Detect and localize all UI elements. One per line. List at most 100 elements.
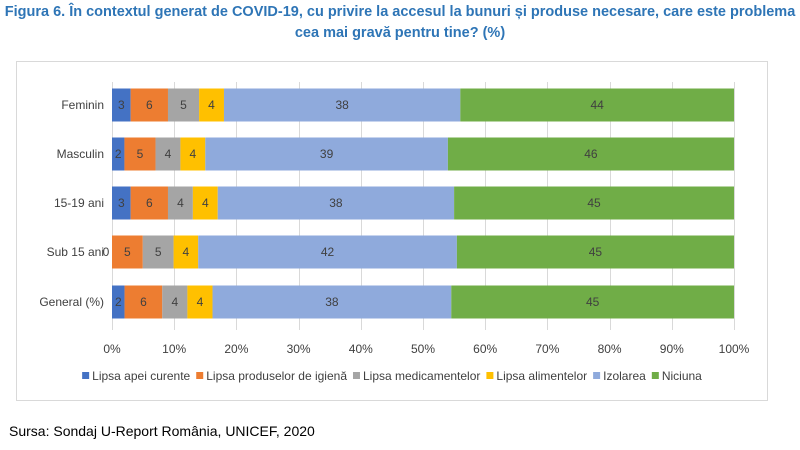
legend-label: Lipsa medicamentelor [363,369,480,383]
chart-title: Figura 6. În contextul generat de COVID-… [0,2,800,44]
x-tick-label: 30% [287,342,311,356]
data-label: 4 [202,196,209,210]
data-label: 45 [587,196,601,210]
bar-segment [112,88,131,122]
data-label: 3 [118,98,125,112]
data-label: 5 [137,147,144,161]
legend-swatch [593,372,601,379]
x-tick-label: 20% [224,342,248,356]
legend-label: Lipsa produselor de igienă [206,369,347,383]
data-label: 4 [177,196,184,210]
legend-label: Lipsa apei curente [92,369,190,383]
chart-title-line-1: Figura 6. În contextul generat de COVID-… [4,4,796,20]
data-label: 2 [115,295,122,309]
x-tick-label: 80% [598,342,622,356]
legend-item: Niciuna [651,369,702,383]
bar-segment [130,88,168,122]
bar-segment [142,235,174,269]
category-label: General (%) [39,295,104,309]
data-label: 5 [124,245,131,259]
category-label: Sub 15 ani [47,245,104,259]
data-label: 42 [321,245,335,259]
legend-item: Lipsa alimentelor [486,369,587,383]
category-labels: Feminin Masculin 15-19 ani Sub 15 ani Genera… [39,98,104,309]
bar-segment [456,235,734,269]
x-tick-label: 90% [660,342,684,356]
x-tick-label: 10% [162,342,186,356]
bar-segment [454,186,734,220]
data-label: 2 [115,147,122,161]
legend-swatch [486,372,494,379]
category-label: Feminin [61,98,104,112]
legend: Lipsa apei curente Lipsa produselor de ig… [82,369,702,383]
data-label: 39 [320,147,334,161]
x-tick-label: 70% [535,342,559,356]
bar-segment [112,235,143,269]
x-tick-label: 100% [719,342,750,356]
data-label: 46 [584,147,598,161]
chart-title-line-2: cea mai gravă pentru tine? (%) [294,25,506,41]
data-label: 4 [190,147,197,161]
data-label: 45 [589,245,603,259]
bar-segment [198,235,457,269]
legend-swatch [352,372,360,379]
data-label: 6 [146,98,153,112]
data-label: 44 [590,98,604,112]
x-tick-label: 40% [349,342,373,356]
data-label: 4 [183,245,190,259]
bar-segment [217,186,455,220]
x-tick-label: 50% [411,342,435,356]
data-label: 4 [208,98,215,112]
bar-segment [124,285,163,319]
legend-swatch [82,372,90,379]
x-tick-label: 0% [103,342,121,356]
legend-item: Lipsa medicamentelor [352,369,480,383]
bar-segment [167,88,200,122]
bar-segment [112,186,131,220]
bar-segment [155,137,181,171]
data-label: 3 [118,196,125,210]
bar-segment [192,186,218,220]
stacked-bar-chart: 3 6 5 4 38 442 5 4 4 39 463 6 4 4 38 450 5 5 4 42 452 6 4 4 38 45… [39,82,750,383]
bar-segment [447,137,734,171]
chart-area: 3 6 5 4 38 44 2 5 4 4 39 46 3 6 4 4 38 45 0 5 5 4 42 45 2 6 4 4 38 45… [16,61,768,401]
bar-segment [162,285,188,319]
data-label: 38 [325,295,339,309]
x-tick-label: 60% [473,342,497,356]
bar-segment [124,137,156,171]
bar-segment [173,235,199,269]
x-axis-ticks: 0% 10% 20% 30% 40% 50% 60% 70% 80% 90% 100% [103,342,749,356]
legend-swatch [196,372,204,379]
source-note: Sursa: Sondaj U-Report România, UNICEF, … [9,423,315,439]
data-label: 6 [146,196,153,210]
data-label: 4 [171,295,178,309]
data-label: 4 [197,295,204,309]
legend-item: Lipsa produselor de igienă [196,369,347,383]
bars: 3 6 5 4 38 442 5 4 4 39 463 6 4 4 38 450 5 5 4 42 452 6 4 4 38 45 [103,88,734,319]
bar-segment [167,186,193,220]
bar-segment [205,137,448,171]
data-label: 6 [140,295,147,309]
bar-segment [460,88,734,122]
data-label: 0 [103,245,110,259]
bar-segment [130,186,168,220]
bar-segment [112,137,125,171]
data-label: 38 [335,98,349,112]
category-label: 15-19 ani [54,196,104,210]
data-label: 38 [329,196,343,210]
bar-segment [112,285,125,319]
data-label: 5 [180,98,187,112]
legend-swatch [651,372,659,379]
legend-label: Izolarea [603,369,646,383]
data-label: 45 [586,295,600,309]
legend-item: Lipsa apei curente [82,369,191,383]
bar-segment [187,285,213,319]
legend-label: Lipsa alimentelor [496,369,587,383]
bar-segment [199,88,224,122]
bar-segment [212,285,452,319]
legend-label: Niciuna [662,369,702,383]
data-label: 4 [165,147,172,161]
bar-segment [180,137,206,171]
data-label: 5 [155,245,162,259]
category-label: Masculin [57,147,104,161]
